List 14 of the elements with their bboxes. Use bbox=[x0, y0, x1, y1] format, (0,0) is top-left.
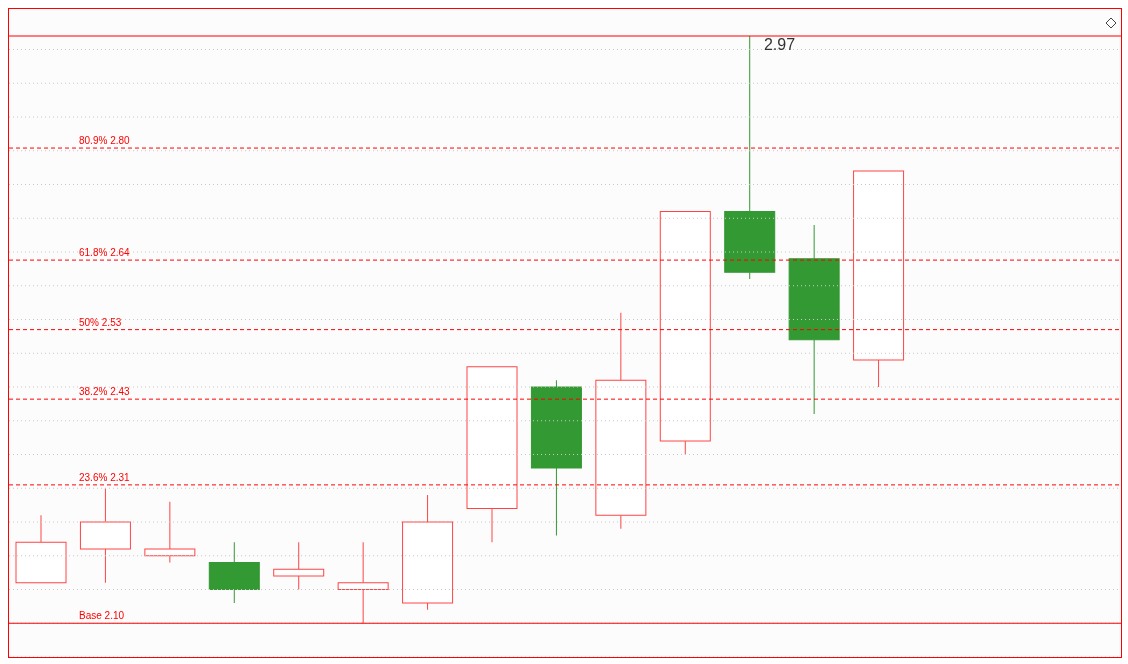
ref-line-label: Base 2.10 bbox=[79, 610, 125, 622]
ref-line-label: 80.9% 2.80 bbox=[79, 135, 131, 147]
candlestick bbox=[208, 541, 260, 604]
ref-line-label: 61.8% 2.64 bbox=[79, 247, 131, 259]
candlestick bbox=[273, 541, 325, 590]
ref-line-label: 38.2% 2.43 bbox=[79, 386, 131, 398]
candlestick bbox=[788, 224, 840, 415]
candlestick bbox=[595, 312, 647, 530]
candlestick bbox=[79, 487, 131, 584]
annotation: 2.97 bbox=[763, 36, 796, 53]
ref-line-label: 50% 2.53 bbox=[79, 316, 122, 328]
candlestick bbox=[337, 541, 389, 624]
candlestick bbox=[144, 501, 196, 563]
ref-line-label: 23.6% 2.31 bbox=[79, 471, 131, 483]
